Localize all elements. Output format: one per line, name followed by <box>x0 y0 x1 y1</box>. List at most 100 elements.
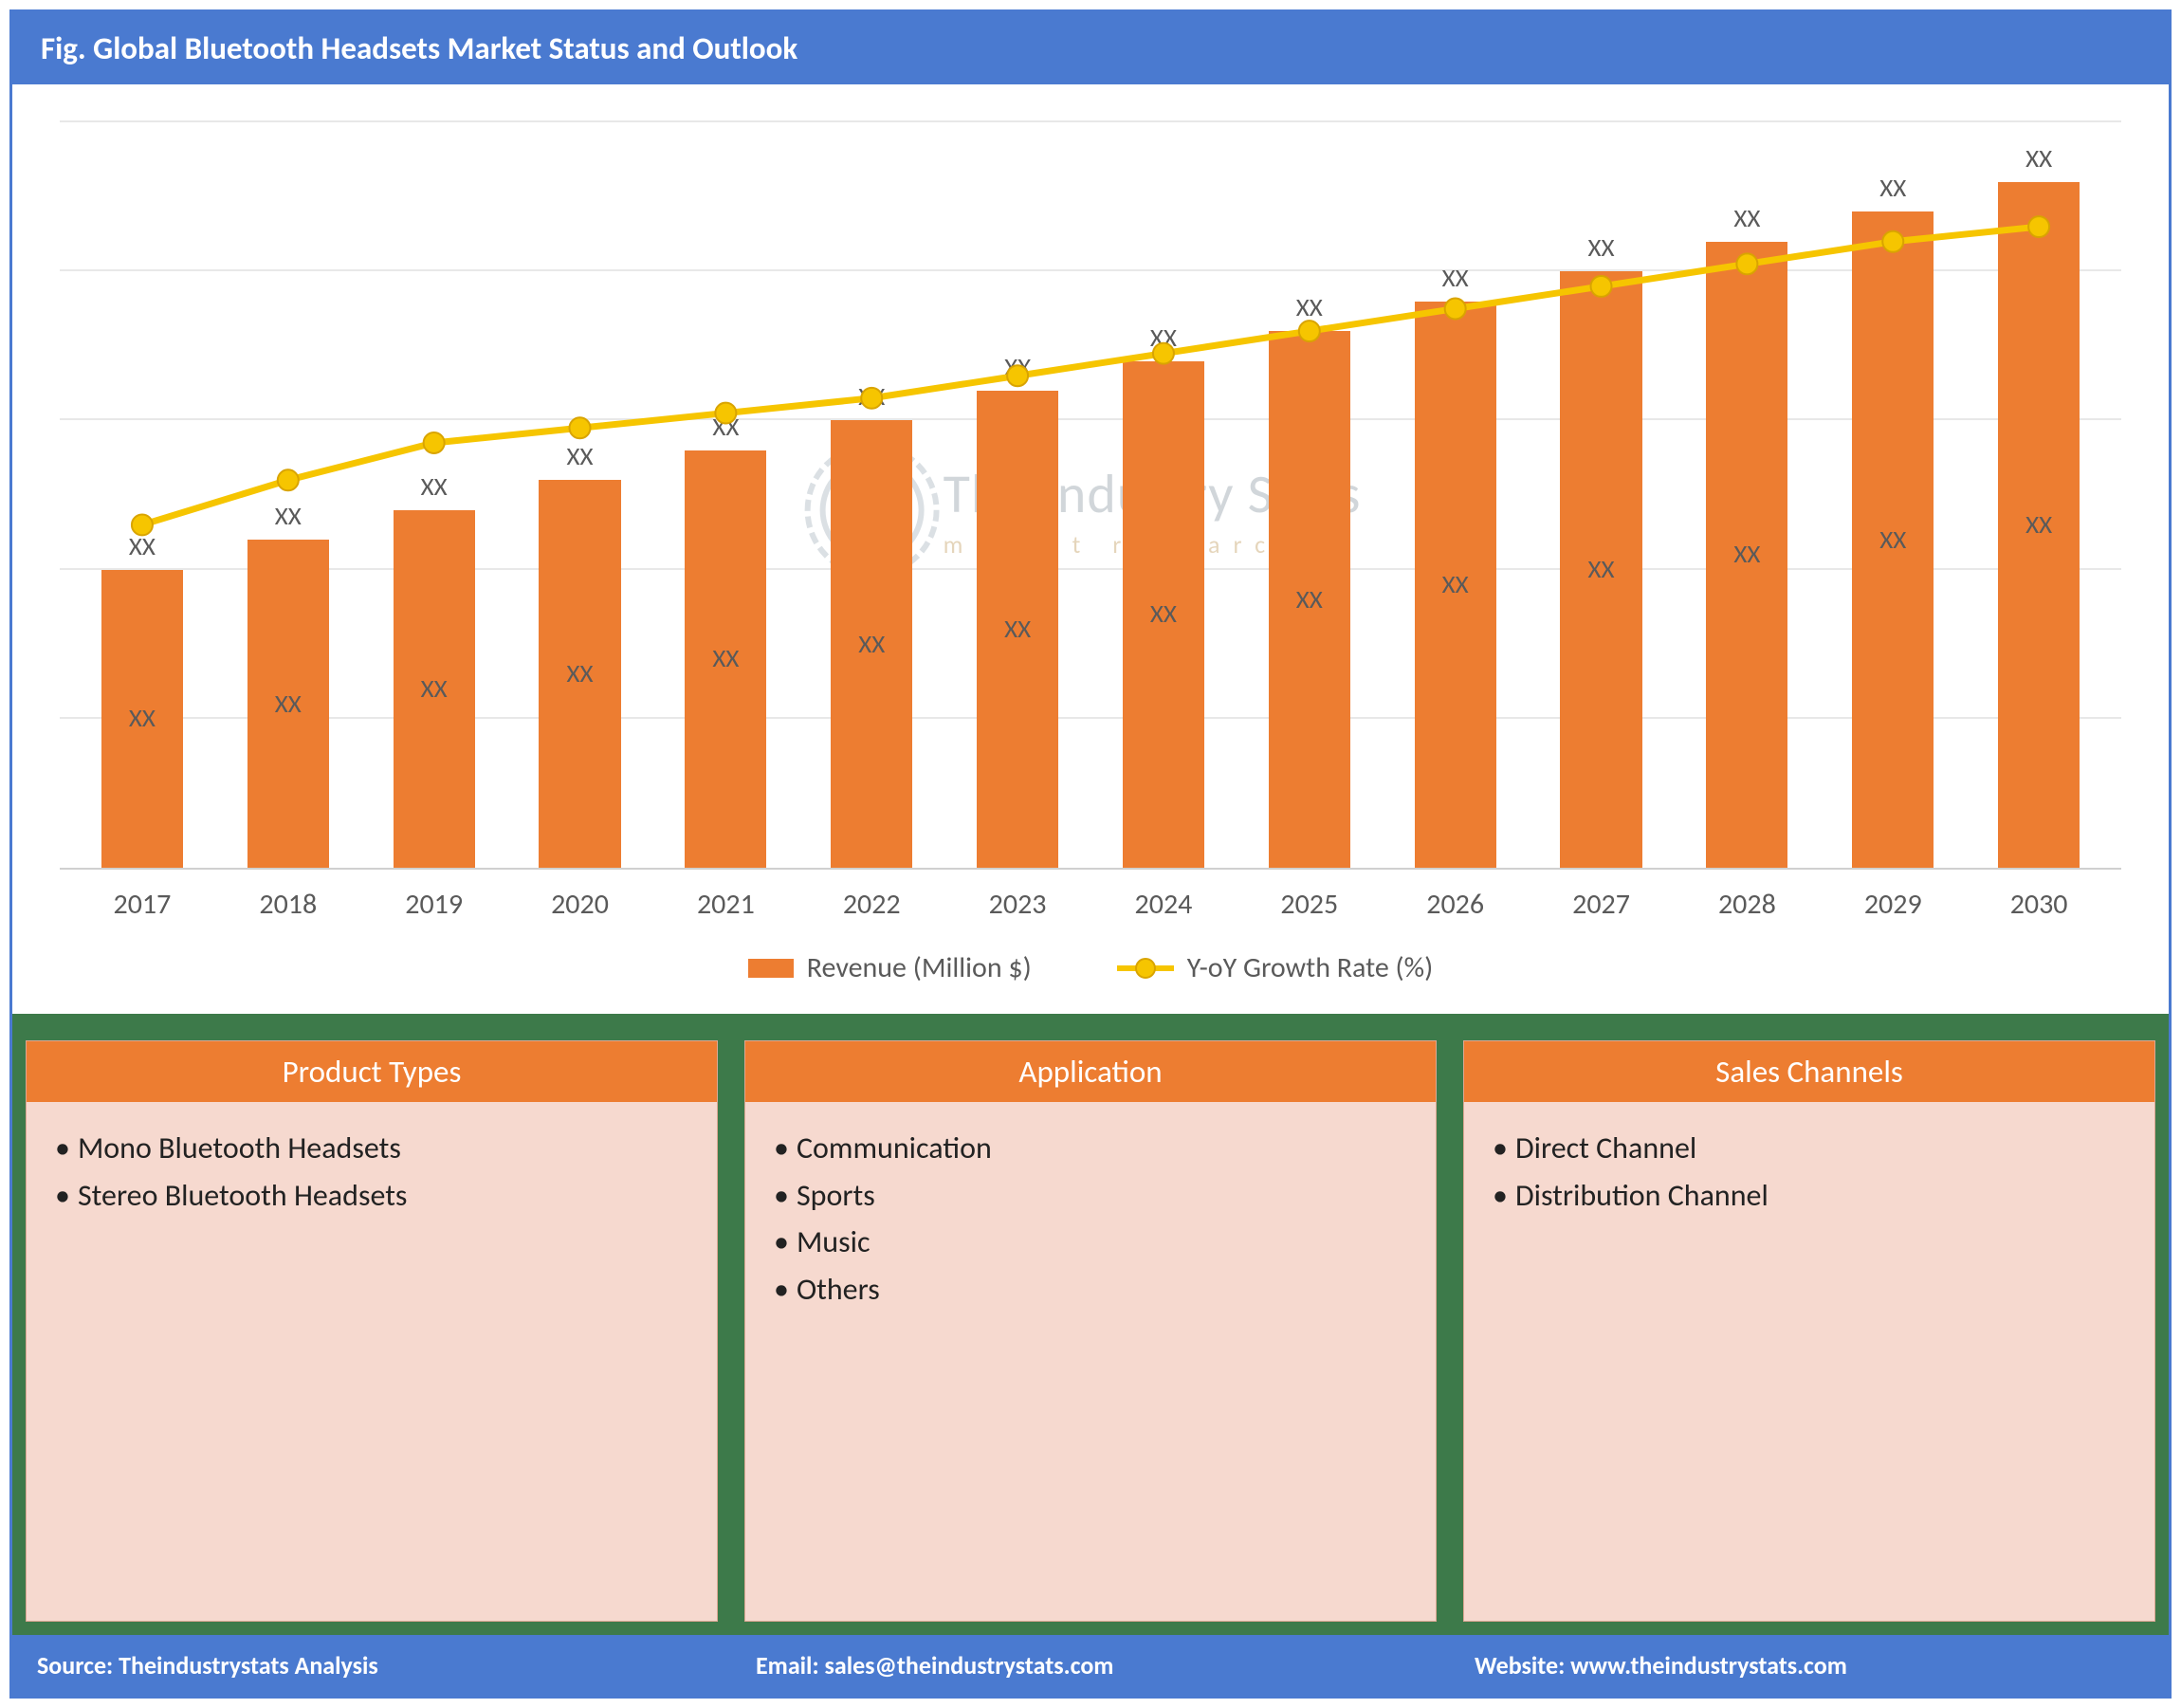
bar-value-label: XX <box>2025 509 2052 541</box>
bar-value-label: XX <box>712 643 739 674</box>
panel-header: Product Types <box>27 1041 717 1102</box>
bar-top-label: XX <box>712 412 739 443</box>
info-panel: Sales ChannelsDirect ChannelDistribution… <box>1463 1040 2155 1622</box>
bar: XX <box>1415 302 1496 868</box>
footer-website: Website: www.theindustrystats.com <box>1450 1635 2169 1696</box>
bar-slot: XX XX <box>361 122 507 868</box>
bar-slot: XX XX <box>1090 122 1237 868</box>
panel-body: Mono Bluetooth HeadsetsStereo Bluetooth … <box>27 1102 717 1241</box>
panel-item: Distribution Channel <box>1493 1172 2126 1220</box>
bar: XX <box>1706 242 1787 868</box>
bar-slot: XX XX <box>798 122 944 868</box>
bar-slot: XX XX <box>507 122 653 868</box>
bar-slot: XX XX <box>1237 122 1383 868</box>
bar-value-label: XX <box>129 703 156 734</box>
bar: XX <box>101 570 183 868</box>
bar-value-label: XX <box>858 629 885 660</box>
bar-slot: XX XX <box>652 122 798 868</box>
x-tick: 2029 <box>1820 887 1966 922</box>
legend-growth-label: Y-oY Growth Rate (%) <box>1187 950 1433 985</box>
x-tick: 2017 <box>69 887 215 922</box>
bar-top-label: XX <box>275 501 302 532</box>
legend-line-swatch <box>1117 965 1174 971</box>
panel-body: CommunicationSportsMusicOthers <box>745 1102 1436 1335</box>
figure-title: Fig. Global Bluetooth Headsets Market St… <box>12 12 2169 84</box>
bar-top-label: XX <box>1150 322 1177 354</box>
panel-body: Direct ChannelDistribution Channel <box>1464 1102 2154 1241</box>
x-tick: 2025 <box>1237 887 1383 922</box>
legend-revenue: Revenue (Million $) <box>748 950 1032 985</box>
plot-region: The Industry Stats market research XXXXX… <box>60 122 2121 870</box>
info-panel: Product TypesMono Bluetooth HeadsetsSter… <box>26 1040 718 1622</box>
panel-item: Direct Channel <box>1493 1125 2126 1172</box>
bar: XX <box>394 510 475 868</box>
bar: XX <box>831 420 912 868</box>
panel-item: Communication <box>774 1125 1407 1172</box>
footer: Source: Theindustrystats Analysis Email:… <box>12 1635 2169 1696</box>
panel-item: Mono Bluetooth Headsets <box>55 1125 688 1172</box>
bar: XX <box>1852 211 1934 868</box>
bar: XX <box>685 450 766 868</box>
chart-area: The Industry Stats market research XXXXX… <box>12 84 2169 1014</box>
bar-value-label: XX <box>421 673 448 705</box>
panel-item: Others <box>774 1266 1407 1313</box>
bar: XX <box>977 391 1058 868</box>
figure-container: Fig. Global Bluetooth Headsets Market St… <box>9 9 2172 1699</box>
footer-email: Email: sales@theindustrystats.com <box>731 1635 1450 1696</box>
bar-value-label: XX <box>1879 524 1906 556</box>
legend-growth: Y-oY Growth Rate (%) <box>1117 950 1433 985</box>
bar-top-label: XX <box>1733 203 1760 234</box>
chart-legend: Revenue (Million $) Y-oY Growth Rate (%) <box>60 922 2121 1004</box>
bar-top-label: XX <box>1296 292 1323 323</box>
footer-source: Source: Theindustrystats Analysis <box>12 1635 731 1696</box>
bar-value-label: XX <box>1296 584 1323 615</box>
legend-bar-swatch <box>748 959 794 978</box>
x-tick: 2020 <box>507 887 653 922</box>
bar-slot: XX XX <box>1820 122 1966 868</box>
bar-top-label: XX <box>421 471 448 503</box>
bar-top-label: XX <box>2025 143 2052 174</box>
x-tick: 2030 <box>1966 887 2112 922</box>
bar: XX <box>1560 271 1641 868</box>
bar-slot: XXXX <box>944 122 1090 868</box>
info-panel: ApplicationCommunicationSportsMusicOther… <box>744 1040 1437 1622</box>
bar-value-label: XX <box>275 689 302 720</box>
bar-value-label: XX <box>1442 569 1469 600</box>
bar: XX <box>1998 182 2080 868</box>
bar-value-label: XX <box>566 658 593 689</box>
x-tick: 2028 <box>1674 887 1820 922</box>
x-tick: 2023 <box>944 887 1090 922</box>
bar: XX <box>1269 331 1350 868</box>
bars-container: XX XX XX XX XX XX XX XX XX XX XX XX XX XX XX XX XX XX XX XX… <box>60 122 2121 868</box>
bar-value-label: XX <box>1150 598 1177 630</box>
bar-top-label: XX <box>1879 173 1906 204</box>
bar-top-label: XX <box>566 441 593 472</box>
x-tick: 2019 <box>361 887 507 922</box>
panel-item: Music <box>774 1219 1407 1266</box>
bar-value-label: XX <box>1004 614 1031 645</box>
bar-top-label: XX <box>858 381 885 413</box>
panels-row: Product TypesMono Bluetooth HeadsetsSter… <box>12 1040 2169 1635</box>
x-tick: 2026 <box>1383 887 1529 922</box>
x-tick: 2021 <box>652 887 798 922</box>
x-tick: 2027 <box>1529 887 1675 922</box>
bar-top-label: XX <box>1588 232 1615 264</box>
bar-slot: XX XX <box>1674 122 1820 868</box>
bar-slot: XX XX <box>215 122 361 868</box>
x-axis: 2017201820192020202120222023202420252026… <box>60 870 2121 922</box>
bar-slot: XXXX <box>1383 122 1529 868</box>
bar: XX <box>1123 361 1204 868</box>
bar-slot: XX XX <box>1529 122 1675 868</box>
x-tick: 2018 <box>215 887 361 922</box>
panel-item: Stereo Bluetooth Headsets <box>55 1172 688 1220</box>
divider <box>12 1014 2169 1040</box>
panel-item: Sports <box>774 1172 1407 1220</box>
bar: XX <box>539 480 620 868</box>
bar: XX <box>247 540 329 868</box>
legend-revenue-label: Revenue (Million $) <box>807 950 1032 985</box>
bar-slot: XX XX <box>1966 122 2112 868</box>
bar-slot: XXXX <box>69 122 215 868</box>
bar-value-label: XX <box>1733 539 1760 570</box>
x-tick: 2022 <box>798 887 944 922</box>
x-tick: 2024 <box>1090 887 1237 922</box>
